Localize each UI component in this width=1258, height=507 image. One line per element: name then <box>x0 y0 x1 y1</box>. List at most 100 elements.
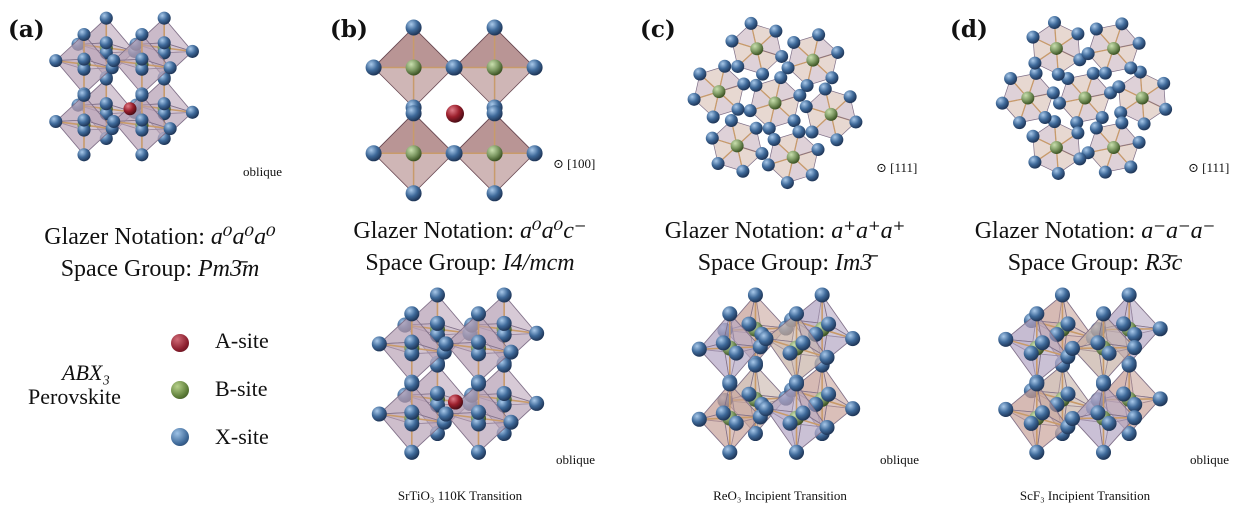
x-site-atom <box>1095 110 1109 124</box>
x-site-atom <box>526 145 543 162</box>
x-site-atom <box>157 107 171 121</box>
legend-a-site: A-site <box>215 328 269 353</box>
x-site-atom <box>758 331 774 347</box>
x-site-atom <box>1013 116 1027 130</box>
x-site-atom <box>429 425 445 442</box>
x-site-atom <box>706 110 720 124</box>
x-site-atom <box>371 406 387 422</box>
legend-perovskite: Perovskite <box>28 384 121 409</box>
structure-a-oblique <box>49 11 199 162</box>
b-site-atom <box>1049 41 1063 55</box>
x-site-atom <box>1051 67 1065 81</box>
x-site-atom <box>761 158 775 172</box>
x-site-atom <box>769 24 783 38</box>
x-site-atom <box>812 28 826 42</box>
glazer-notation-c: Glazer Notation: a⁺a⁺a⁺ <box>664 218 906 244</box>
x-site-atom <box>496 327 512 343</box>
structure-b-axial <box>365 19 543 202</box>
x-site-atom <box>496 287 512 303</box>
x-site-atom <box>1095 306 1112 322</box>
x-site-atom <box>1073 152 1087 166</box>
x-site-atom <box>529 395 545 411</box>
b-site-atom <box>824 107 838 121</box>
x-site-atom <box>782 345 798 361</box>
x-site-atom <box>725 34 739 48</box>
x-site-atom <box>1029 306 1045 322</box>
x-site-atom <box>799 100 813 114</box>
b-site-atom <box>786 150 800 164</box>
x-site-atom <box>1034 405 1050 421</box>
x-site-atom <box>1047 16 1061 30</box>
b-site-atom <box>730 139 744 153</box>
x-site-atom <box>687 92 701 106</box>
x-site-atom <box>691 411 707 427</box>
glazer-notation-a: Glazer Notation: a⁰a⁰a⁰ <box>44 224 276 250</box>
x-site-atom <box>405 105 422 122</box>
x-site-atom <box>429 357 445 373</box>
x-site-atom <box>722 376 738 392</box>
x-site-atom <box>743 104 757 118</box>
x-site-atom <box>486 105 503 122</box>
octahedron-face <box>1036 412 1069 454</box>
x-site-atom <box>526 59 543 76</box>
x-site-atom <box>470 306 487 322</box>
x-site-atom <box>1071 27 1085 41</box>
caption-d: ScF₃ Incipient Transition <box>1019 488 1151 503</box>
x-site-atom <box>1124 160 1138 174</box>
x-site-atom <box>843 90 857 104</box>
space-group-d: Space Group: R3̄c <box>1007 250 1183 276</box>
x-site-atom <box>404 404 420 420</box>
x-site-atom <box>429 315 445 331</box>
x-site-atom <box>722 306 738 322</box>
x-site-atom <box>405 19 422 36</box>
x-site-atom <box>818 82 832 96</box>
x-site-atom <box>135 123 149 137</box>
space-group-c: Space Group: Im3̄ <box>697 250 873 276</box>
x-site-atom <box>1127 410 1143 426</box>
octahedron-face <box>795 342 828 384</box>
x-site-atom <box>1090 335 1106 351</box>
x-site-atom <box>503 344 519 360</box>
x-site-atom <box>1023 345 1039 361</box>
x-site-atom <box>747 287 763 303</box>
x-site-atom <box>821 316 837 332</box>
x-site-atom <box>404 416 420 432</box>
x-site-atom <box>1064 340 1080 356</box>
glazer-notation-b: Glazer Notation: a⁰a⁰c⁻ <box>353 218 587 244</box>
x-site-atom <box>470 416 487 432</box>
x-site-atom <box>1090 405 1106 421</box>
x-site-atom <box>486 185 503 202</box>
x-site-atom <box>1121 357 1137 373</box>
x-site-atom <box>1127 397 1143 413</box>
x-site-atom <box>1086 66 1100 80</box>
octahedron-face <box>1036 342 1069 384</box>
x-site-atom <box>1152 321 1168 337</box>
x-site-atom <box>715 405 731 421</box>
view-label-b: ⊙ [100] <box>553 156 596 171</box>
x-site-atom <box>1023 415 1039 431</box>
a-site-atom <box>446 104 464 123</box>
x-site-atom <box>77 27 91 42</box>
x-site-atom <box>747 425 763 442</box>
b-site-atom <box>806 53 820 67</box>
structure-c-axial <box>687 16 863 190</box>
b-site-atom <box>1107 41 1121 55</box>
x-site-atom <box>741 386 757 402</box>
caption-b: SrTiO₃ 110K Transition <box>397 488 523 503</box>
x-site-atom <box>135 62 149 76</box>
panel-label-b: (b) <box>330 16 368 43</box>
b-site-atom <box>405 59 422 76</box>
x-site-atom <box>845 331 861 347</box>
x-site-atom <box>758 401 774 417</box>
a-site-sphere-icon <box>171 334 189 352</box>
legend-b-site: B-site <box>215 376 268 401</box>
x-site-atom <box>1053 96 1067 110</box>
x-site-atom <box>157 36 171 50</box>
x-site-atom <box>728 415 744 431</box>
x-site-atom <box>1152 391 1168 407</box>
x-site-atom <box>808 396 824 412</box>
x-site-atom <box>438 406 454 422</box>
structure-b-oblique <box>371 287 545 460</box>
x-site-atom <box>1132 36 1146 50</box>
x-site-atom <box>731 59 745 73</box>
